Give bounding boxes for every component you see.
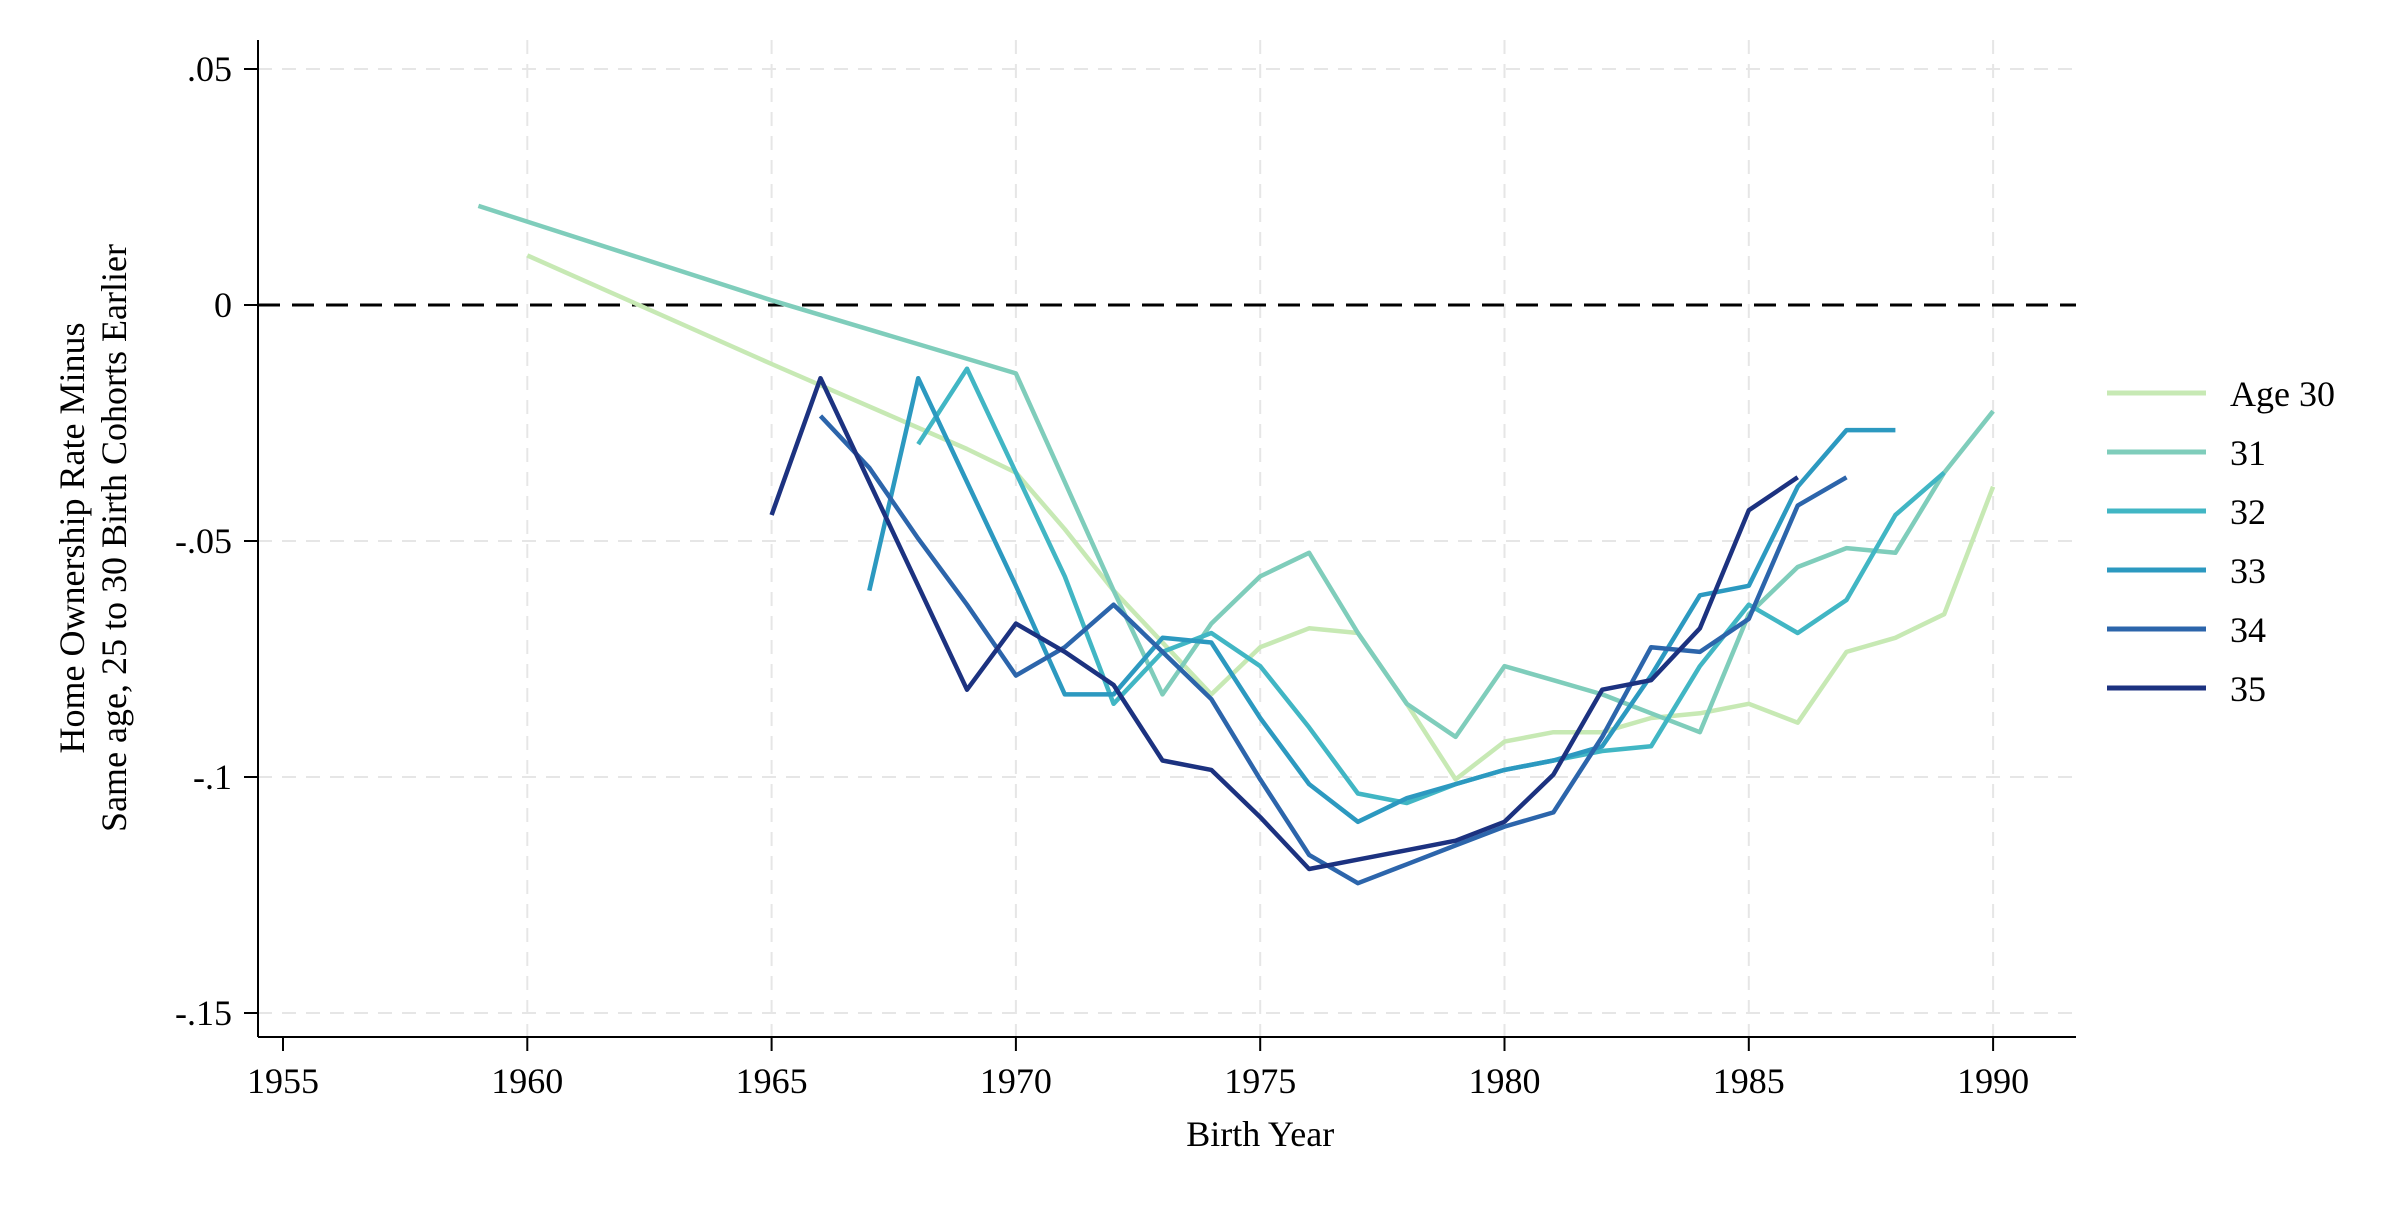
x-tick-label: 1980 bbox=[1469, 1061, 1541, 1101]
series-line-5 bbox=[818, 414, 1848, 886]
y-tick-label: -.15 bbox=[175, 993, 232, 1033]
x-tick-label: 1965 bbox=[736, 1061, 808, 1101]
legend-label-5: 34 bbox=[2230, 610, 2266, 650]
legend: Age 30 31 32 33 34 35 bbox=[2107, 374, 2335, 709]
legend-label-3: 32 bbox=[2230, 492, 2266, 532]
y-tick-label: 0 bbox=[214, 285, 232, 325]
series-line-2 bbox=[477, 203, 1995, 740]
x-tick-label: 1960 bbox=[491, 1061, 563, 1101]
legend-label-6: 35 bbox=[2230, 669, 2266, 709]
x-tick-label: 1975 bbox=[1224, 1061, 1296, 1101]
y-tick-label: .05 bbox=[187, 49, 232, 89]
x-tick-label: 1970 bbox=[980, 1061, 1052, 1101]
y-axis-title-line-1: Home Ownership Rate Minus bbox=[52, 323, 92, 754]
legend-label-2: 31 bbox=[2230, 433, 2266, 473]
x-tick-label: 1955 bbox=[247, 1061, 319, 1101]
x-tick-label: 1990 bbox=[1957, 1061, 2029, 1101]
x-axis-title: Birth Year bbox=[1186, 1114, 1334, 1154]
series-line-1 bbox=[526, 253, 1996, 782]
series-line-3 bbox=[916, 366, 1946, 806]
legend-label-4: 33 bbox=[2230, 551, 2266, 591]
legend-label-1: Age 30 bbox=[2230, 374, 2335, 414]
y-axis-title-line-2: Same age, 25 to 30 Birth Cohorts Earlier bbox=[94, 244, 134, 832]
series-line-6 bbox=[769, 375, 1799, 872]
axis-titles: Birth Year Home Ownership Rate Minus Sam… bbox=[52, 244, 1334, 1154]
y-tick-label: -.05 bbox=[175, 521, 232, 561]
series-lines bbox=[477, 203, 1996, 886]
x-tick-label: 1985 bbox=[1713, 1061, 1785, 1101]
tick-labels: 1955 1960 1965 1970 1975 1980 1985 1990 .05 0 -.05… bbox=[175, 49, 2029, 1101]
axes bbox=[244, 40, 2076, 1051]
y-tick-label: -.1 bbox=[193, 757, 232, 797]
